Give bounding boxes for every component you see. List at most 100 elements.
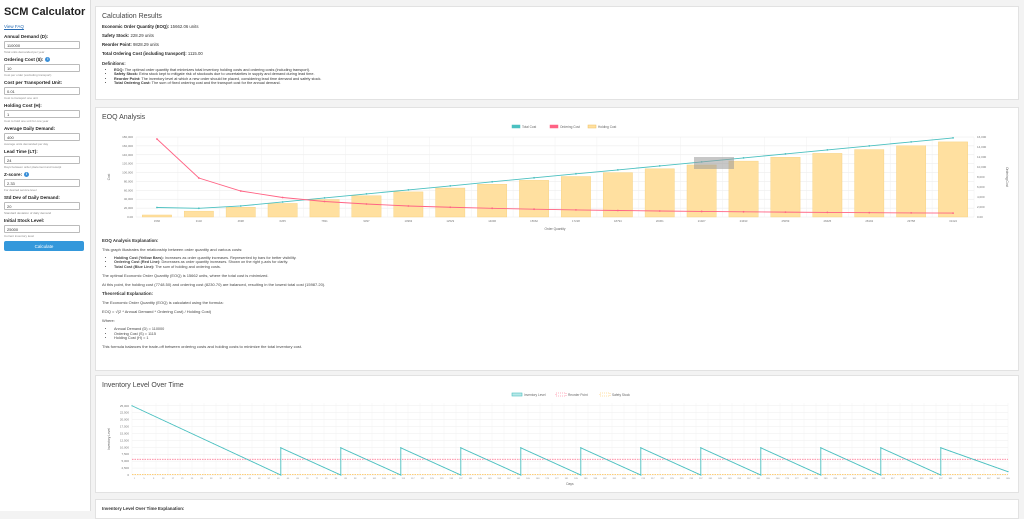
calculate-button[interactable]: Calculate [4, 241, 84, 251]
x-tick-label: 169 [536, 478, 540, 480]
inventory-marker [628, 469, 630, 471]
y-tick-label: 160,000 [122, 144, 133, 148]
formula-where: Where: [102, 318, 115, 324]
inventory-marker [709, 451, 711, 453]
field-input[interactable] [4, 225, 80, 233]
ordering-cost-point [449, 206, 452, 209]
inventory-chart: Inventory Level Reorder Point Safety Stock… [107, 392, 1011, 486]
inventory-marker [294, 453, 296, 455]
field-input[interactable] [4, 41, 80, 49]
result-row: Reorder Point: 9828.29 units [102, 42, 1012, 47]
x-tick-label: 1 [134, 478, 136, 480]
x-tick-label: 165 [526, 478, 530, 480]
inventory-marker [978, 460, 980, 462]
ordering-cost-point [910, 211, 913, 214]
eoq-explanation: EOQ Analysis Explanation: This graph ill… [102, 238, 1012, 349]
x-tick-label: 77 [316, 478, 319, 480]
field-label-text: Ordering Cost ($): [4, 57, 44, 62]
x-tick-label: 25059 [782, 219, 790, 223]
y2-tick-label: 4,000 [977, 195, 985, 199]
inventory-marker [988, 464, 990, 466]
inventory-marker [237, 454, 239, 456]
holding-cost-bar [686, 164, 717, 218]
result-value: 228.29 units [130, 33, 154, 38]
inventory-marker [829, 451, 831, 453]
field-hint: Standard deviation of daily demand [4, 211, 52, 215]
inventory-marker [918, 464, 920, 466]
field-label: Average Daily Demand: [4, 126, 86, 131]
field-input[interactable] [4, 87, 80, 95]
x-tick-label: 21927 [698, 219, 706, 223]
result-row: Total Ordering Cost (including transport… [102, 51, 1012, 56]
inventory-marker [594, 453, 596, 455]
inventory-marker [256, 463, 258, 465]
x-tick-label: 293 [833, 478, 837, 480]
x-tick-label: 273 [785, 478, 789, 480]
field-input[interactable] [4, 64, 80, 72]
inventory-marker [217, 445, 219, 447]
definition-text: The sum of fixed ordering cost and the t… [151, 81, 281, 86]
inventory-marker [270, 470, 272, 471]
inventory-point [640, 447, 642, 449]
x-tick-label: 53 [258, 478, 261, 480]
inventory-marker [618, 464, 620, 466]
x-tick-label: 45 [239, 478, 242, 480]
inventory-marker [654, 453, 656, 455]
x-tick-label: 3132 [196, 219, 203, 223]
x-tick-label: 9397 [363, 219, 370, 223]
y-axis-label: Cost [107, 174, 111, 181]
eoq-explanation-title: EOQ Analysis Explanation: [102, 238, 159, 243]
x-tick-label: 29758 [907, 219, 915, 223]
field-input[interactable] [4, 202, 80, 210]
inventory-marker [558, 464, 560, 466]
form-field: Std Dev of Daily Demand: Standard deviati… [4, 195, 86, 215]
field-hint: Days between order placement and receipt [4, 165, 62, 169]
x-tick-label: 4698 [238, 219, 245, 223]
y-tick-label: 0 [127, 473, 129, 477]
inventory-marker [383, 466, 385, 468]
inventory-explanation-title: Inventory Level Over Time Explanation: [102, 506, 185, 511]
ordering-cost-point [575, 209, 577, 211]
inventory-marker [993, 466, 995, 468]
inventory-marker [849, 460, 851, 462]
inventory-marker [285, 449, 287, 451]
inventory-marker [563, 466, 565, 468]
ordering-cost-point [658, 210, 661, 212]
inventory-marker [529, 451, 531, 453]
eoq-bullet: Holding Cost (Yellow Bars): Increases as… [114, 256, 1012, 260]
y-tick-label: 15,000 [120, 431, 130, 435]
inventory-marker [393, 471, 395, 473]
x-tick-label: 69 [296, 478, 299, 480]
x-tick-label: 85 [335, 478, 338, 480]
ordering-cost-point [323, 200, 326, 203]
theory-title: Theoretical Explanation: [102, 291, 153, 297]
x-tick-label: 61 [277, 478, 280, 480]
ordering-cost-point [700, 210, 703, 213]
inventory-point [880, 447, 882, 449]
field-input[interactable] [4, 110, 80, 118]
info-icon[interactable]: i [45, 57, 51, 62]
field-input[interactable] [4, 179, 80, 187]
legend-swatch [555, 392, 567, 397]
inventory-point [940, 447, 942, 449]
form-field: Z-score:i For desired service level [4, 172, 86, 192]
ordering-cost-point [533, 208, 535, 211]
inventory-marker [928, 469, 930, 471]
info-icon[interactable]: i [24, 172, 30, 177]
inventory-marker [474, 453, 476, 455]
field-label: Std Dev of Daily Demand: [4, 195, 86, 200]
inventory-marker [803, 466, 805, 468]
inventory-marker [688, 469, 690, 471]
inventory-marker [345, 449, 347, 451]
field-input[interactable] [4, 156, 80, 164]
result-label: Economic Order Quantity (EOQ): [102, 24, 170, 29]
legend-label: Reorder Point [568, 393, 588, 397]
definition-item: Reorder Point: The inventory level at wh… [114, 77, 1012, 81]
inventory-point [400, 474, 402, 476]
field-input[interactable] [4, 133, 80, 141]
ordering-cost-point [407, 205, 410, 207]
faq-link[interactable]: View FAQ [4, 24, 24, 29]
x-tick-label: 31324 [949, 219, 957, 223]
inventory-marker [609, 460, 611, 462]
eoq-bullet-term: Ordering Cost (Red Line): [114, 260, 161, 265]
